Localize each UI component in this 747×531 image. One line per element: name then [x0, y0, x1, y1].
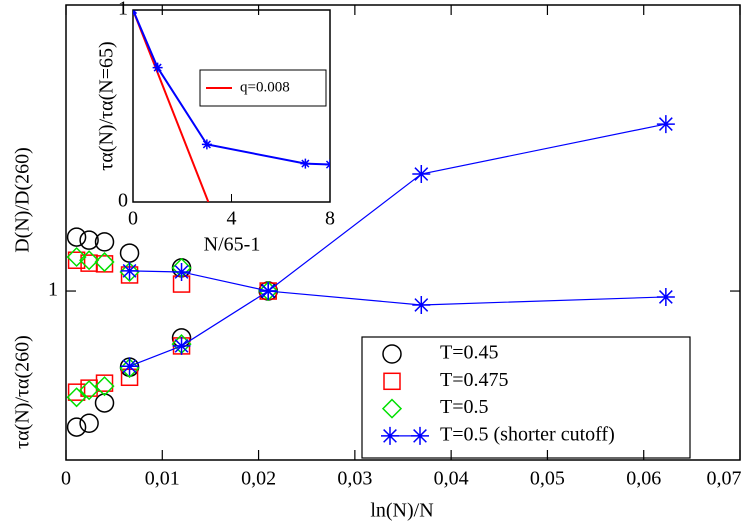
point [66, 227, 87, 247]
point [94, 232, 115, 252]
inset-x-tick-label: 8 [325, 208, 335, 230]
point [656, 287, 675, 306]
x-tick-label: 0,03 [337, 468, 372, 490]
point [119, 358, 140, 379]
point [79, 413, 99, 433]
inset-x-label: N/65-1 [204, 234, 261, 256]
y-tick-label: 1 [48, 279, 58, 301]
plot-frame [65, 4, 741, 461]
y-axis-label-lower: τα(N)/τα(260) [12, 335, 34, 449]
point [67, 383, 86, 401]
legend-label: T=0.5 (shorter cutoff) [440, 423, 615, 445]
point [120, 261, 139, 280]
legend-box [361, 336, 691, 459]
point [79, 380, 100, 401]
point [172, 262, 191, 281]
point [412, 295, 431, 314]
point [412, 165, 431, 184]
legend-label: T=0.5 [440, 396, 489, 418]
point [94, 251, 115, 273]
legend-label: T=0.45 [440, 342, 499, 364]
x-tick-label: 0,07 [707, 468, 742, 490]
point [120, 357, 139, 376]
legend-marker [383, 372, 401, 391]
y-axis-label-upper: D(N)/D(260) [12, 147, 34, 253]
x-tick-label: 0,06 [626, 468, 661, 490]
point [94, 393, 115, 413]
legend-marker [381, 398, 403, 419]
point [325, 159, 330, 170]
point [79, 230, 99, 250]
legend-marker [382, 344, 402, 364]
point [300, 158, 311, 169]
point [67, 251, 86, 269]
point [79, 250, 100, 271]
inset-x-tick-label: 0 [128, 208, 138, 230]
point [94, 376, 115, 397]
point [119, 261, 140, 283]
x-tick-label: 0,04 [434, 468, 469, 490]
inset-x-tick-label: 4 [227, 208, 237, 230]
inset-y-tick-label: 0 [118, 190, 128, 212]
inset-legend-label: q=0.008 [240, 79, 290, 95]
x-tick-label: 0 [61, 468, 71, 490]
point [66, 246, 87, 268]
point [66, 417, 87, 437]
point [119, 243, 140, 263]
legend-label: T=0.475 [440, 369, 509, 391]
x-tick-label: 0,01 [145, 468, 180, 490]
point [656, 115, 675, 134]
x-tick-label: 0,05 [530, 468, 565, 490]
inset-legend-box [199, 69, 327, 107]
point [152, 62, 163, 73]
inset-y-label: τα(N)/τα(N=65) [96, 41, 118, 170]
x-axis-label: ln(N)/N [370, 500, 433, 522]
point [201, 139, 212, 150]
point [66, 387, 87, 408]
inset-plot [133, 10, 330, 202]
inset-series-line [133, 10, 210, 202]
point [172, 336, 191, 355]
point [259, 282, 278, 301]
inset-y-tick-label: 1 [118, 0, 128, 20]
x-tick-label: 0,02 [241, 468, 276, 490]
series-line [129, 270, 666, 306]
